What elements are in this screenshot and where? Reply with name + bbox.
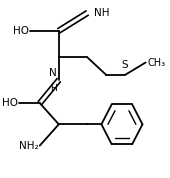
Text: HO: HO	[2, 98, 18, 108]
Text: NH₂: NH₂	[19, 140, 38, 151]
Text: HO: HO	[13, 26, 29, 36]
Text: H: H	[50, 84, 57, 93]
Text: NH: NH	[94, 8, 109, 18]
Text: CH₃: CH₃	[147, 57, 165, 67]
Text: N: N	[49, 67, 57, 78]
Text: S: S	[122, 61, 128, 70]
